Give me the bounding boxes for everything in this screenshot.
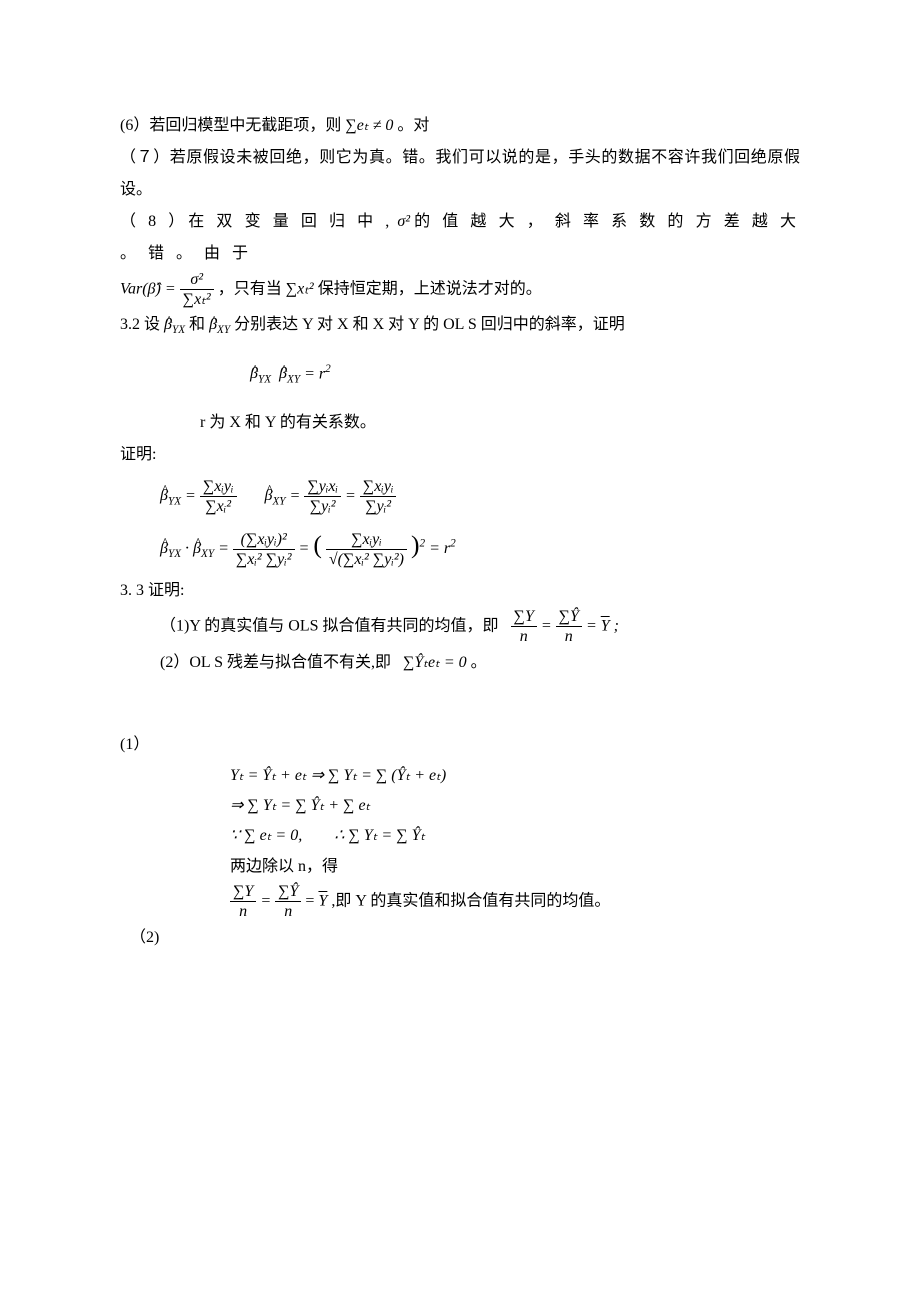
frac-num: ∑xᵢyᵢ — [360, 477, 397, 497]
q33-2-end: 。 — [471, 654, 487, 671]
frac-num: ∑Y — [511, 607, 537, 627]
item-8-text-c: ，只有当 — [218, 280, 282, 297]
item-6-equation: ∑eₜ ≠ 0 — [345, 117, 393, 134]
item-8-text-d: 保持恒定期，上述说法才对的。 — [318, 280, 542, 297]
frac-num: ∑Ŷ — [556, 607, 582, 627]
q32-a: 3.2 设 — [120, 316, 160, 333]
frac-den: n — [230, 902, 256, 921]
eq-sign: = — [541, 618, 552, 635]
q32-r-note: r 为 X 和 Y 的有关系数。 — [200, 407, 800, 439]
frac-den: ∑yᵢ² — [360, 497, 397, 516]
sol1-line3: ∵ ∑ eₜ = 0, ∴ ∑ Yₜ = ∑ Ŷₜ — [230, 821, 800, 851]
sol1-line1: Yₜ = Ŷₜ + eₜ ⇒ ∑ Yₜ = ∑ (Ŷₜ + eₜ) — [230, 761, 800, 791]
q32-beta-xy: βXY — [209, 316, 230, 333]
frac-num: ∑xᵢyᵢ — [200, 477, 237, 497]
frac-num: ∑yᵢxᵢ — [304, 477, 341, 497]
item-6: (6）若回归模型中无截距项，则 ∑eₜ ≠ 0 。对 — [120, 110, 800, 142]
q32-equation: βYX βXY = r2 — [250, 358, 800, 391]
q33-part2: (2）OL S 残差与拟合值不有关,即 ∑Ŷₜeₜ = 0 。 — [160, 647, 800, 679]
frac-num: ∑xᵢyᵢ — [326, 530, 407, 550]
sol1-line2: ⇒ ∑ Yₜ = ∑ Ŷₜ + ∑ eₜ — [230, 791, 800, 821]
q33-2-text: (2）OL S 残差与拟合值不有关,即 — [160, 654, 391, 671]
solution-1-derivation: Yₜ = Ŷₜ + eₜ ⇒ ∑ Yₜ = ∑ (Ŷₜ + eₜ) ⇒ ∑ Yₜ… — [230, 761, 800, 922]
item-8-sum-x: ∑xₜ² — [286, 280, 314, 297]
frac-den: √(∑xᵢ² ∑yᵢ²) — [326, 550, 407, 569]
sol1-l3a: ∵ ∑ eₜ = 0, — [230, 827, 302, 844]
q33-1-end: = Y ; — [586, 618, 619, 635]
frac-den: n — [556, 627, 582, 646]
frac-num: (∑xᵢyᵢ)² — [233, 530, 295, 550]
q32-c: 分别表达 Y 对 X 和 X 对 Y 的 OL S 回归中的斜率，证明 — [234, 316, 625, 333]
item-7: （７）若原假设未被回绝，则它为真。错。我们可以说的是，手头的数据不容许我们回绝原… — [120, 142, 800, 206]
item-6-text-a: (6）若回归模型中无截距项，则 — [120, 117, 341, 134]
frac-den: ∑xᵢ² — [200, 497, 237, 516]
page: (6）若回归模型中无截距项，则 ∑eₜ ≠ 0 。对 （７）若原假设未被回绝，则… — [0, 0, 920, 1302]
frac-den: ∑yᵢ² — [304, 497, 341, 516]
solution-1-label: (1） — [120, 729, 800, 761]
item-8-line2: Var(β̂) = σ² ∑xₜ² ，只有当 ∑xₜ² 保持恒定期，上述说法才对… — [120, 270, 800, 309]
question-3-3: 3. 3 证明: — [120, 575, 800, 607]
item-8-text-a: （ 8 ）在 双 变 量 回 归 中 , — [120, 213, 393, 230]
frac-num: σ² — [180, 270, 214, 290]
frac-den: n — [511, 627, 537, 646]
item-8-sigma: σ² — [397, 213, 410, 230]
q33-part1: （1)Y 的真实值与 OLS 拟合值有共同的均值，即 ∑Y n = ∑Ŷ n =… — [160, 607, 800, 646]
sol1-line5: ∑Y n = ∑Ŷ n = Y ,即 Y 的真实值和拟合值有共同的均值。 — [230, 882, 800, 921]
item-6-text-b: 。对 — [397, 117, 429, 134]
proof-eq-line1: βYX = ∑xᵢyᵢ ∑xᵢ² βXY = ∑yᵢxᵢ ∑yᵢ² = ∑xᵢy… — [160, 477, 800, 516]
q33-2-eq: ∑Ŷₜeₜ = 0 — [403, 654, 467, 671]
item-8-var-lhs: Var(β̂) = — [120, 280, 176, 297]
solution-2-label: （2) — [130, 922, 800, 954]
eq-sign: = — [260, 893, 271, 910]
item-8-line1: （ 8 ）在 双 变 量 回 归 中 , σ² 的 值 越 大 ， 斜 率 系 … — [120, 206, 800, 270]
q33-1-text: （1)Y 的真实值与 OLS 拟合值有共同的均值，即 — [160, 618, 499, 635]
question-3-2: 3.2 设 βYX 和 βXY 分别表达 Y 对 X 和 X 对 Y 的 OL … — [120, 309, 800, 342]
frac-den: ∑xₜ² — [180, 290, 214, 309]
sol1-l3b: ∴ ∑ Yₜ = ∑ Ŷₜ — [334, 827, 425, 844]
proof-eq-line2: βYX · βXY = (∑xᵢyᵢ)² ∑xᵢ² ∑yᵢ² = ( ∑xᵢyᵢ… — [160, 522, 800, 569]
q32-beta-yx: βYX — [164, 316, 185, 333]
item-8-var-frac: σ² ∑xₜ² — [180, 270, 214, 309]
proof-label: 证明: — [120, 439, 800, 471]
sol1-l5-end: = Y ,即 Y 的真实值和拟合值有共同的均值。 — [305, 893, 610, 910]
frac-den: n — [275, 902, 301, 921]
frac-num: ∑Ŷ — [275, 882, 301, 902]
frac-den: ∑xᵢ² ∑yᵢ² — [233, 550, 295, 569]
sol1-line4: 两边除以 n，得 — [230, 852, 800, 882]
frac-num: ∑Y — [230, 882, 256, 902]
spacer — [120, 679, 800, 729]
q32-mid: 和 — [189, 316, 205, 333]
